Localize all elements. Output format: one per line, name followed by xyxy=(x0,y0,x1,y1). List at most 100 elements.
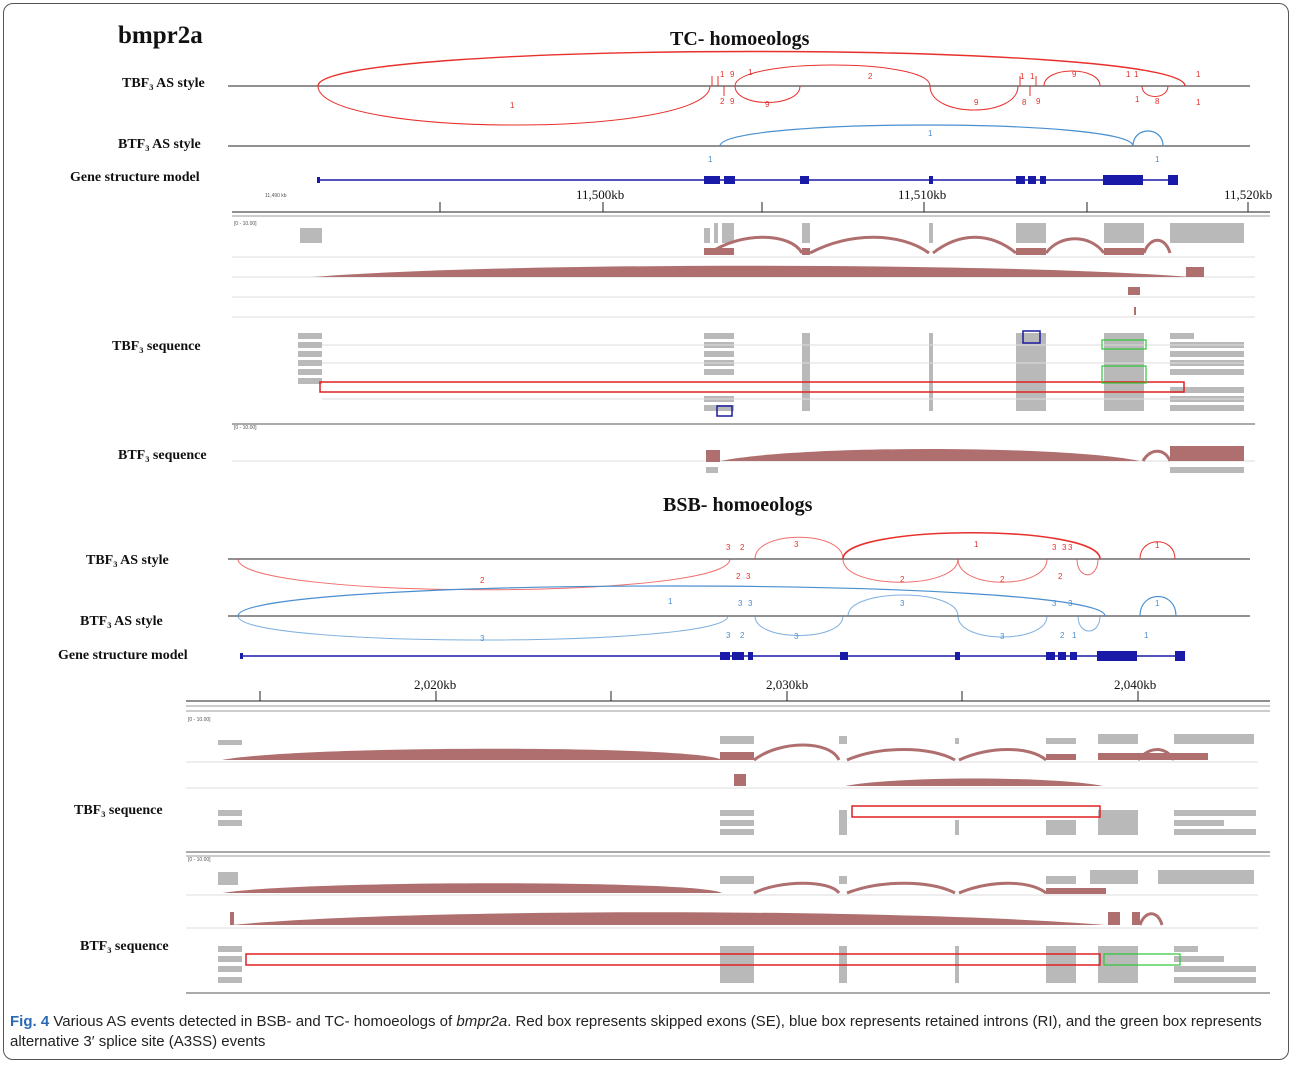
bsb-tbf3-range-label: [0 - 10.00] xyxy=(188,717,211,723)
bsb-tbf3-arc-label: 2 xyxy=(900,575,905,584)
tc-tbf3-arc-label: 1 xyxy=(1196,98,1201,107)
tc-tbf3-seq-label: TBF₃ sequence xyxy=(112,339,201,354)
tc-tick-2: 11,510kb xyxy=(898,187,947,202)
tc-tbf3-arc-label: 9 xyxy=(1072,70,1077,79)
bsb-tbf3-arc-label: 3 xyxy=(726,543,731,552)
bsb-tbf3-arc-label: 2 xyxy=(740,543,745,552)
tc-section-title: TC- homoeologs xyxy=(670,28,810,50)
caption-text-2: . Red box represents skipped exons (SE),… xyxy=(10,1013,1262,1050)
tc-tbf3-arc-label: 1 xyxy=(1196,70,1201,79)
bsb-gene-model-label: Gene structure model xyxy=(58,648,188,663)
tc-tbf3-arc-label: 1 xyxy=(720,70,725,79)
tc-tbf3-arc-label: 2 xyxy=(868,72,873,81)
bsb-gene-model xyxy=(240,651,1185,661)
tc-btf3-arc-label: 1 xyxy=(708,155,713,164)
tc-tbf3-arc-label: 9 xyxy=(765,100,770,109)
bsb-tbf3-seq-label: TBF₃ sequence xyxy=(74,803,163,818)
bsb-section-title: BSB- homoeologs xyxy=(663,494,813,516)
bsb-tick-2: 2,030kb xyxy=(766,677,809,692)
bsb-tbf3-arc-label: 3 xyxy=(794,540,799,549)
bsb-tbf3-arc-label: 3 xyxy=(1062,543,1067,552)
bsb-btf3-arc-label: 1 xyxy=(1155,599,1160,608)
tc-tbf3-arc-label: 9 xyxy=(730,97,735,106)
gene-title: bmpr2a xyxy=(118,22,203,49)
tc-a3ss-box-2 xyxy=(1101,365,1147,384)
bsb-btf3-arc-label: 3 xyxy=(900,599,905,608)
tc-tbf3-arc-label: 1 xyxy=(1134,70,1139,79)
bsb-btf3-coverage xyxy=(186,851,1270,929)
figure-caption: Fig. 4 Various AS events detected in BSB… xyxy=(10,1012,1272,1052)
tc-tbf3-arc-label: 9 xyxy=(730,70,735,79)
bsb-skipped-exon-box-2 xyxy=(245,953,1101,966)
bsb-tbf3-arc-label: 2 xyxy=(1058,572,1063,581)
bsb-btf3-arc-label: 3 xyxy=(726,631,731,640)
bsb-btf3-arc-label: 3 xyxy=(794,632,799,641)
tc-tbf3-arc-label: 1 xyxy=(510,101,515,110)
bsb-btf3-arc-label: 3 xyxy=(1068,599,1073,608)
tc-tbf3-arc-label: 1 xyxy=(1135,95,1140,104)
bsb-btf3-arc-label: 1 xyxy=(1144,631,1149,640)
bsb-btf3-range-label: [0 - 10.00] xyxy=(188,857,211,863)
bsb-tick-3: 2,040kb xyxy=(1114,677,1157,692)
bsb-btf3-arc-label: 2 xyxy=(740,631,745,640)
tc-tbf3-reads xyxy=(298,333,1244,411)
tc-btf3-range-label: [0 - 10.00] xyxy=(234,425,257,431)
tc-gene-model-label: Gene structure model xyxy=(70,170,200,185)
bsb-btf3-as-track xyxy=(228,585,1250,641)
tc-ruler xyxy=(232,202,1270,217)
tc-btf3-as-label: BTF₃ AS style xyxy=(118,137,201,152)
bsb-tbf3-arc-label: 3 xyxy=(746,572,751,581)
tc-skipped-exon-box xyxy=(319,381,1185,393)
bsb-btf3-arc-label: 2 xyxy=(1060,631,1065,640)
caption-gene-italic: bmpr2a xyxy=(456,1013,508,1030)
caption-text-1: Various AS events detected in BSB- and T… xyxy=(53,1013,457,1030)
bsb-skipped-exon-box-1 xyxy=(851,805,1101,818)
tc-tbf3-range-label: [0 - 10.00] xyxy=(234,221,257,227)
bsb-tbf3-arc-label: 2 xyxy=(480,576,485,585)
tc-tick-3: 11,520kb xyxy=(1224,187,1273,202)
tc-tbf3-arc-label: 1 xyxy=(1020,72,1025,81)
bsb-tbf3-arc-label: 1 xyxy=(1155,541,1160,550)
bsb-tbf3-reads xyxy=(218,810,1256,835)
tc-a3ss-box-1 xyxy=(1101,339,1147,350)
bsb-tbf3-coverage xyxy=(186,734,1258,789)
tc-tbf3-as-track xyxy=(228,50,1250,126)
bsb-btf3-arc-label: 3 xyxy=(1000,632,1005,641)
tc-tick-1: 11,500kb xyxy=(576,187,625,202)
tc-tbf3-as-label: TBF₃ AS style xyxy=(122,76,205,91)
bsb-tbf3-arc-label: 1 xyxy=(974,540,979,549)
bsb-btf3-seq-label: BTF₃ sequence xyxy=(80,939,169,954)
tc-tbf3-arc-label: 8 xyxy=(1022,98,1027,107)
bsb-tick-1: 2,020kb xyxy=(414,677,457,692)
tc-tbf3-arc-label: 2 xyxy=(720,97,725,106)
tc-tbf3-arc-label: 8 xyxy=(1155,97,1160,106)
tc-btf3-coverage xyxy=(232,423,1255,473)
tc-gene-model xyxy=(317,175,1178,185)
bsb-btf3-as-label: BTF₃ AS style xyxy=(80,614,163,629)
caption-figure-label: Fig. 4 xyxy=(10,1013,50,1030)
bsb-btf3-arc-label: 3 xyxy=(738,599,743,608)
bsb-btf3-arc-label: 1 xyxy=(668,597,673,606)
bsb-tbf3-arc-label: 2 xyxy=(736,572,741,581)
tc-tbf3-arc-label: 1 xyxy=(1126,70,1131,79)
tc-btf3-as-track xyxy=(228,124,1250,147)
tc-tbf3-arc-label: 9 xyxy=(1036,97,1041,106)
bsb-a3ss-box xyxy=(1103,953,1181,966)
bsb-btf3-arc-label: 3 xyxy=(748,599,753,608)
bsb-tbf3-as-track xyxy=(228,532,1250,591)
tc-tbf3-arc-label: 1 xyxy=(1030,72,1035,81)
tc-btf3-arc-label: 1 xyxy=(1155,155,1160,164)
tc-tbf3-coverage xyxy=(232,223,1255,318)
bsb-btf3-reads xyxy=(186,946,1270,994)
bsb-ruler xyxy=(186,691,1270,712)
bsb-btf3-arc-label: 1 xyxy=(1072,631,1077,640)
bsb-btf3-arc-label: 3 xyxy=(1052,599,1057,608)
tc-small-tick-label: 11,490 kb xyxy=(265,193,287,199)
tc-tbf3-arc-label: 9 xyxy=(974,98,979,107)
bsb-tbf3-arc-label: 3 xyxy=(1052,543,1057,552)
bsb-tbf3-arc-label: 2 xyxy=(1000,575,1005,584)
bsb-btf3-arc-label: 3 xyxy=(480,634,485,643)
tc-btf3-arc-label: 1 xyxy=(928,129,933,138)
tc-retained-intron-box-2 xyxy=(716,405,733,417)
